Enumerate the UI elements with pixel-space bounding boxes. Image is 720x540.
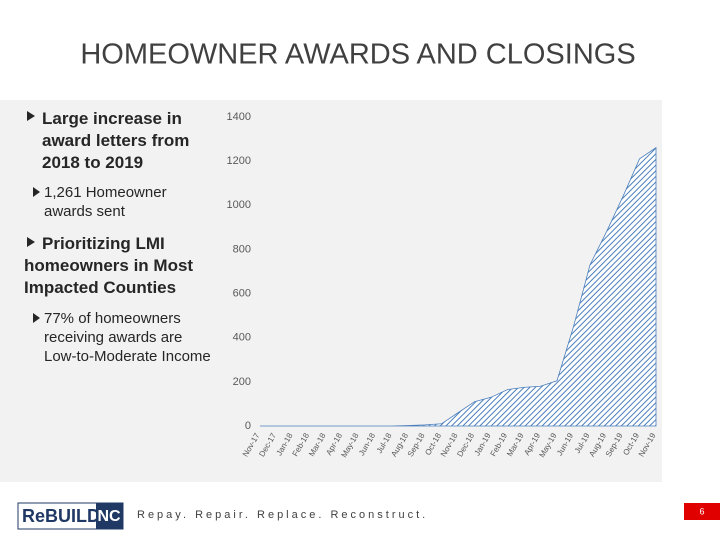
y-tick-label: 400 — [233, 332, 251, 344]
y-tick-label: 1000 — [227, 199, 251, 211]
bullet: Prioritizing LMI homeowners in Most Impa… — [24, 234, 194, 297]
y-tick-label: 1400 — [227, 111, 251, 123]
y-tick-label: 800 — [233, 243, 251, 255]
logo-badge-box — [96, 503, 123, 529]
bullet-arrow — [33, 187, 40, 197]
y-tick-label: 0 — [245, 420, 251, 432]
bullet-arrow — [33, 313, 40, 323]
page-number: 6 — [699, 506, 704, 516]
sub-bullet: 1,261 Homeowner awards sent — [44, 184, 167, 220]
bullet-arrow — [27, 237, 35, 247]
logo-badge: NC — [97, 508, 121, 525]
y-tick-label: 600 — [233, 287, 251, 299]
logo-text: ReBUILD — [22, 506, 100, 526]
sub-bullet: 77% of homeowners receiving awards are L… — [44, 310, 211, 365]
slide-title: HOMEOWNER AWARDS AND CLOSINGS — [80, 39, 635, 71]
bullet-arrow — [27, 111, 35, 121]
tagline: Repay. Repair. Replace. Reconstruct. — [137, 509, 428, 521]
y-tick-label: 1200 — [227, 155, 251, 167]
y-tick-label: 200 — [233, 376, 251, 388]
area — [260, 146, 657, 427]
bullet: Large increase in award letters from 201… — [42, 109, 190, 172]
page-number-box — [684, 503, 720, 520]
